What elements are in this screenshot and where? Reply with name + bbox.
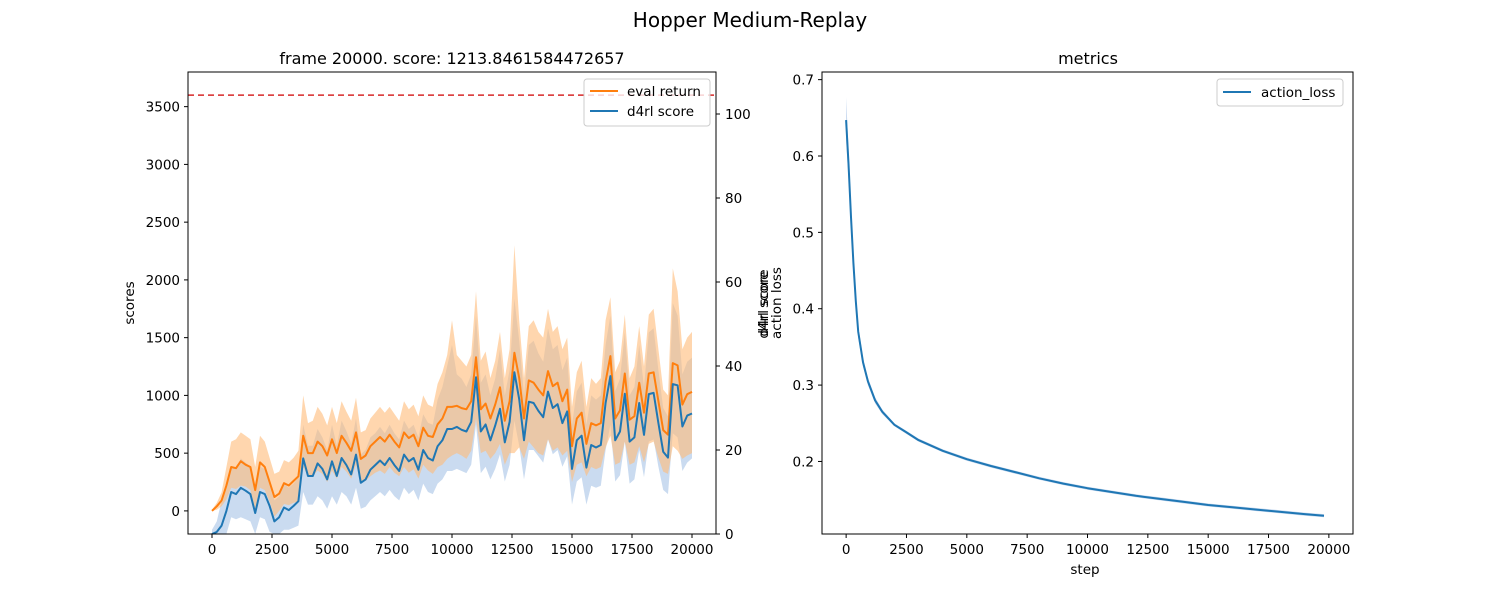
metrics-legend-box <box>1216 78 1344 107</box>
metrics-y-tick-label: 0.3 <box>793 378 814 394</box>
legend-d4rl-score-label: d4rl score <box>627 104 694 120</box>
d4rl-y-tick-label: 40 <box>725 359 742 375</box>
scores-y-axis-label: scores <box>122 281 138 324</box>
metrics-y-tick-label: 0.7 <box>793 73 814 89</box>
d4rl-y-tick-label: 20 <box>725 443 742 459</box>
metrics-x-tick-label: 5000 <box>950 542 984 558</box>
eval-return-band <box>212 245 692 517</box>
d4rl-y-axis-label: d4rl score <box>756 269 772 336</box>
scores-x-tick-label: 17500 <box>611 542 654 558</box>
scores-x-axis: 0 2500 5000 7500 10000 12500 15000 17500 20000 <box>208 534 714 558</box>
scores-y-tick-label: 500 <box>154 446 180 462</box>
scores-y-tick-label: 2500 <box>146 215 180 231</box>
metrics-x-tick-label: 2500 <box>889 542 923 558</box>
scores-bands <box>212 245 692 534</box>
metrics-y-axis-label: d4rl score action loss <box>756 267 785 339</box>
scores-y-tick-label: 3500 <box>146 100 180 116</box>
metrics-y-tick-label: 0.2 <box>793 454 814 470</box>
legend-eval-return-label: eval return <box>627 84 701 100</box>
metrics-y-tick-label: 0.4 <box>793 302 814 318</box>
scores-y-tick-label: 1500 <box>146 331 180 347</box>
metrics-x-tick-label: 12500 <box>1126 542 1169 558</box>
scores-x-tick-label: 0 <box>208 542 217 558</box>
scores-y-tick-label: 3000 <box>146 157 180 173</box>
scores-x-tick-label: 2500 <box>255 542 289 558</box>
scores-y-tick-label: 2000 <box>146 273 180 289</box>
d4rl-y-tick-label: 60 <box>725 275 742 291</box>
metrics-y-tick-label: 0.5 <box>793 225 814 241</box>
metrics-x-tick-label: 17500 <box>1247 542 1290 558</box>
scores-x-tick-label: 5000 <box>315 542 349 558</box>
figure-title: Hopper Medium-Replay <box>633 8 868 32</box>
metrics-subplot: metrics 0 2500 5000 7500 10000 12500 15000 1750… <box>756 49 1354 578</box>
eval-return-line <box>211 351 693 512</box>
scores-x-tick-label: 12500 <box>491 542 534 558</box>
metrics-x-tick-label: 7500 <box>1010 542 1044 558</box>
metrics-lines <box>845 120 1325 517</box>
scores-x-tick-label: 10000 <box>431 542 474 558</box>
metrics-y-axis-label-line-2: action loss <box>769 267 785 339</box>
legend-action-loss-label: action_loss <box>1261 85 1335 101</box>
metrics-x-tick-label: 20000 <box>1307 542 1350 558</box>
metrics-y-axis: 0.2 0.3 0.4 0.5 0.6 0.7 <box>793 73 822 470</box>
scores-x-tick-label: 15000 <box>551 542 594 558</box>
d4rl-y-axis: 0 20 40 60 80 100 <box>716 107 751 543</box>
metrics-x-tick-label: 0 <box>842 542 851 558</box>
d4rl-y-tick-label: 100 <box>725 107 751 123</box>
metrics-subplot-title: metrics <box>1058 49 1118 68</box>
metrics-y-tick-label: 0.6 <box>793 149 814 165</box>
scores-x-tick-label: 20000 <box>671 542 714 558</box>
scores-y-tick-label: 0 <box>171 504 180 520</box>
scores-subplot: frame 20000. score: 1213.8461584472657 0… <box>122 49 772 558</box>
metrics-x-axis-label: step <box>1070 562 1099 578</box>
metrics-x-tick-label: 10000 <box>1066 542 1109 558</box>
scores-y-axis: 0 500 1000 1500 2000 2500 3000 3500 <box>146 100 188 520</box>
d4rl-y-tick-label: 80 <box>725 191 742 207</box>
scores-y-tick-label: 1000 <box>146 388 180 404</box>
d4rl-y-tick-label: 0 <box>725 527 734 543</box>
metrics-legend: action_loss <box>1216 78 1344 107</box>
metrics-x-tick-label: 15000 <box>1187 542 1230 558</box>
action-loss-line <box>845 120 1325 517</box>
metrics-x-axis: 0 2500 5000 7500 10000 12500 15000 17500 20000 <box>842 534 1350 558</box>
d4rl-score-line <box>211 371 693 534</box>
scores-subplot-title: frame 20000. score: 1213.8461584472657 <box>279 49 624 68</box>
scores-x-tick-label: 7500 <box>375 542 409 558</box>
metrics-y-axis-label-line-1: d4rl score <box>756 272 772 339</box>
scores-legend: eval return d4rl score <box>583 78 711 127</box>
